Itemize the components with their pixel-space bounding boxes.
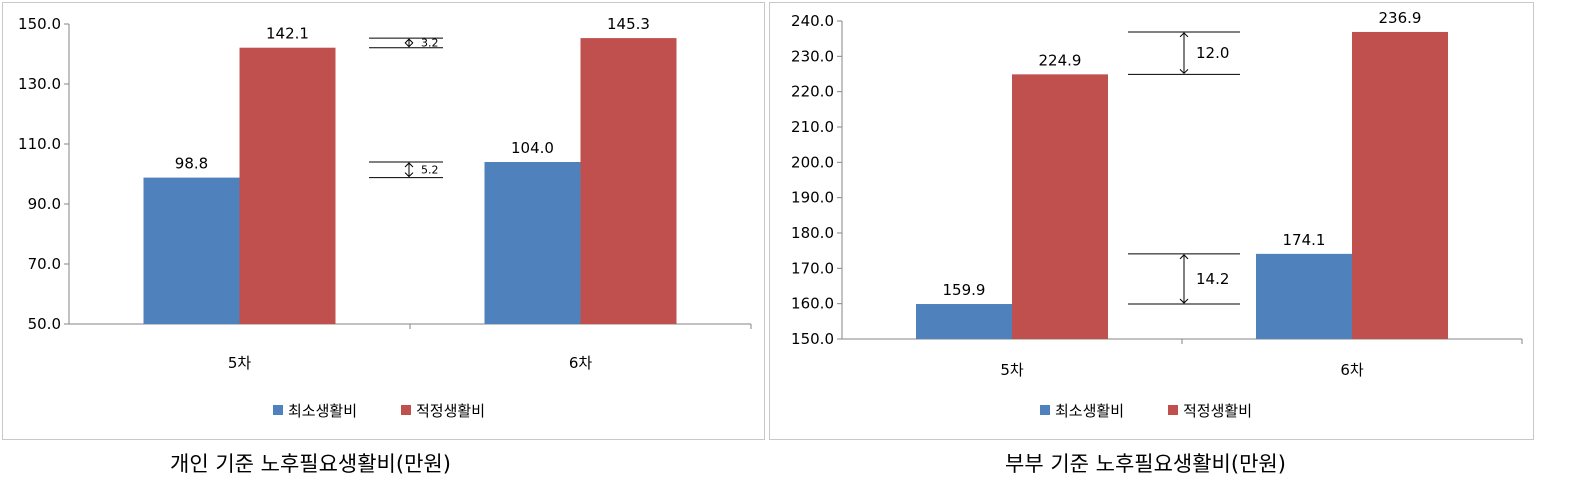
legend-label: 최소생활비: [288, 402, 357, 420]
gap-arrow-head-up: [404, 38, 414, 44]
data-label: 104.0: [511, 139, 554, 157]
gap-arrow-head-down: [1179, 298, 1189, 304]
category-label: 5차: [1000, 361, 1024, 379]
category-label: 6차: [569, 354, 593, 372]
y-tick-label: 170.0: [791, 259, 834, 277]
gap-arrow-head-down: [404, 42, 414, 48]
gap-annotation: 5.2: [369, 161, 443, 179]
data-label: 145.3: [607, 15, 650, 33]
bar: [484, 162, 581, 324]
data-label: 159.9: [943, 281, 986, 299]
y-tick-label: 200.0: [791, 153, 834, 171]
bar: [1256, 253, 1352, 339]
chart-couple: 150.0 160.0 170.0 180.0 190.0 200.0 210.0 220.0…: [791, 9, 1523, 420]
data-label: 224.9: [1039, 51, 1082, 69]
bar: [580, 38, 677, 324]
legend-label: 적정생활비: [1183, 402, 1252, 420]
gap-arrow-head-up: [1179, 32, 1189, 38]
y-tick-label: 240.0: [791, 12, 834, 30]
bar: [1352, 31, 1448, 339]
data-label: 236.9: [1379, 9, 1422, 27]
caption-individual: 개인 기준 노후필요생활비(만원): [170, 452, 451, 476]
category-label: 6차: [1340, 361, 1364, 379]
gap-label: 12.0: [1196, 44, 1229, 62]
y-tick-label: 110.0: [18, 135, 61, 153]
y-tick-label: 210.0: [791, 118, 834, 136]
y-tick-label: 150.0: [18, 15, 61, 33]
y-tick-label: 130.0: [18, 75, 61, 93]
gap-annotation: 12.0: [1128, 31, 1240, 75]
y-tick-label: 220.0: [791, 83, 834, 101]
y-tick-label: 180.0: [791, 224, 834, 242]
y-tick-label: 160.0: [791, 295, 834, 313]
y-tick-label: 70.0: [28, 255, 61, 273]
bar: [143, 177, 240, 324]
chart-panel-individual: 50.0 70.0 90.0 110.0 130.0 150.0 98.8 142.1 5차 10…: [2, 2, 765, 440]
y-tick-label: 230.0: [791, 47, 834, 65]
data-label: 98.8: [175, 155, 208, 173]
y-tick-label: 90.0: [28, 195, 61, 213]
bar: [1012, 74, 1108, 339]
y-tick-label: 50.0: [28, 315, 61, 333]
legend-label: 최소생활비: [1055, 402, 1124, 420]
gap-annotation: 14.2: [1128, 253, 1240, 305]
chart-individual: 50.0 70.0 90.0 110.0 130.0 150.0 98.8 142.1 5차 10…: [18, 15, 752, 420]
y-tick-label: 150.0: [791, 330, 834, 348]
caption-couple: 부부 기준 노후필요생활비(만원): [1005, 452, 1286, 476]
gap-arrow-head-up: [404, 162, 414, 168]
legend-swatch: [1168, 405, 1178, 415]
gap-label: 14.2: [1196, 270, 1229, 288]
gap-label: 3.2: [421, 37, 439, 50]
gap-arrow-head-up: [1179, 254, 1189, 260]
legend-label: 적정생활비: [416, 402, 485, 420]
category-label: 5차: [228, 354, 252, 372]
data-label: 174.1: [1283, 231, 1326, 249]
y-tick-label: 190.0: [791, 189, 834, 207]
legend-swatch: [401, 405, 411, 415]
gap-arrow-head-down: [404, 172, 414, 178]
gap-arrow-head-down: [1179, 68, 1189, 75]
bar: [239, 47, 336, 324]
bar: [916, 304, 1012, 339]
chart-panel-couple: 150.0 160.0 170.0 180.0 190.0 200.0 210.0 220.0…: [769, 2, 1534, 440]
gap-label: 5.2: [421, 163, 439, 176]
legend-swatch: [1040, 405, 1050, 415]
gap-annotation: 3.2: [369, 37, 443, 50]
legend-swatch: [273, 405, 283, 415]
data-label: 142.1: [266, 25, 309, 43]
